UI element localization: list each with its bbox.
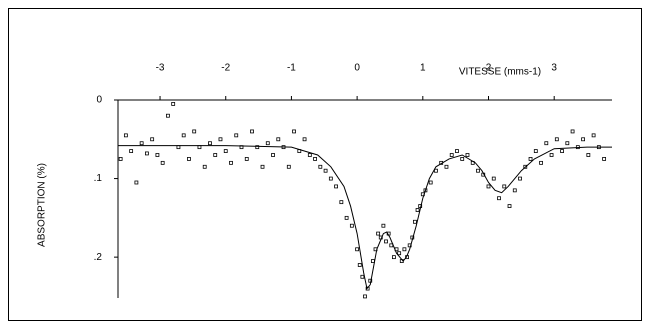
data-point [533,149,538,153]
data-point [397,251,402,256]
data-point [181,133,186,138]
data-point [591,133,596,138]
data-point [444,164,449,169]
y-axis-label: ABSORPTION (%) [37,163,48,247]
x-tick-label: 2 [486,63,492,74]
data-point [497,196,501,201]
data-point [197,145,202,150]
data-point [476,168,480,173]
data-point [223,149,228,153]
data-point [560,149,564,153]
data-point [218,137,223,142]
data-point [166,113,170,118]
x-tick-label: 1 [420,63,426,74]
x-tick-label: 0 [354,63,360,74]
data-point [292,129,296,134]
y-tick-label: 0 [96,95,102,106]
data-point [286,164,291,169]
data-point [449,153,454,157]
data-point [539,160,543,165]
data-point [528,157,533,161]
y-tick-label: .2 [94,252,103,263]
data-point [554,137,559,142]
data-point [229,160,233,165]
data-point [265,141,270,146]
data-point [502,184,507,189]
data-point [518,176,522,181]
x-tick-label: -3 [156,63,165,74]
data-point [208,141,212,146]
data-point [334,184,338,189]
data-point [434,168,438,173]
data-point [549,153,554,157]
data-point [465,153,470,157]
data-point [402,247,407,252]
data-point [344,215,349,220]
data-point [460,157,465,161]
data-point [376,231,381,236]
data-point [565,141,570,146]
data-point [192,129,197,134]
data-point [171,102,176,106]
data-point [276,137,281,142]
data-point [602,157,607,161]
data-point [244,157,249,161]
data-point [360,274,365,279]
data-point [381,223,386,228]
data-point [145,151,149,156]
data-point [355,247,360,252]
data-point [349,223,354,228]
data-point [255,145,260,150]
data-point [363,294,367,299]
data-point [134,180,139,185]
data-point [271,153,275,157]
data-point [302,137,307,142]
data-point [176,145,181,150]
data-point [250,129,254,134]
data-point [486,184,491,189]
data-point [260,164,265,169]
data-point [187,157,191,161]
data-point [323,168,328,173]
data-point [544,141,549,146]
data-point [118,157,123,161]
data-point [507,204,512,208]
data-point [512,188,517,193]
data-point [328,176,333,181]
data-point [455,149,459,153]
data-point [139,141,144,146]
data-point [428,180,433,185]
frame [8,8,642,321]
data-point [160,160,165,165]
data-point [357,263,362,267]
data-point [129,149,134,153]
data-point [384,239,388,244]
data-point [392,255,396,260]
x-tick-label: -1 [287,63,296,74]
data-point [581,137,585,142]
data-point [491,176,496,181]
data-point [415,208,420,212]
data-point [123,133,128,138]
x-axis-label: VITESSE (mms-1) [459,67,541,78]
fit-line [118,145,612,290]
data-point [313,157,317,161]
data-point [570,129,575,134]
data-point [586,153,591,157]
data-point [307,153,312,157]
data-point [202,164,207,169]
y-tick-label: .1 [94,173,103,184]
data-point [234,133,239,138]
data-point [318,164,323,169]
data-point [155,153,160,157]
data-point [213,153,218,157]
data-point [150,137,155,142]
x-tick-label: 3 [551,63,557,74]
data-point [413,219,417,224]
x-tick-label: -2 [221,63,230,74]
data-point [339,200,344,205]
